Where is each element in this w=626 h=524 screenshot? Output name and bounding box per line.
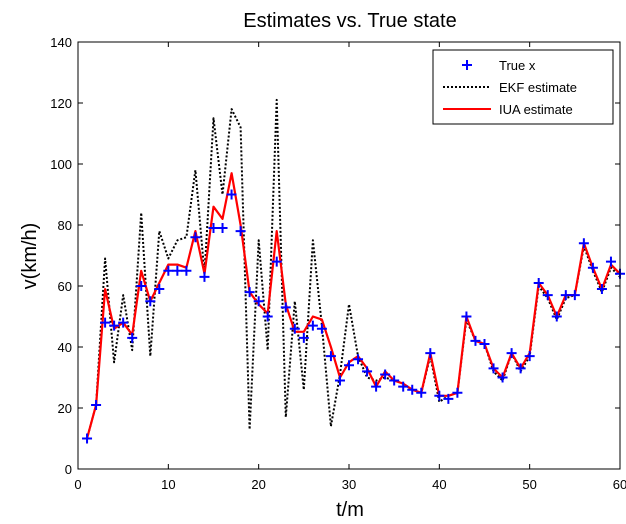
true-x-point-36 [398, 381, 409, 392]
x-axis-label: t/m [336, 499, 364, 521]
true-x-point-3 [100, 317, 111, 328]
legend: True x EKF estimate IUA estimate [432, 49, 614, 125]
y-tick-label-3: 60 [58, 279, 72, 294]
true-x-point-52 [542, 290, 553, 301]
x-tick-label-0: 0 [74, 477, 81, 492]
y-tick-label-1: 20 [58, 401, 72, 416]
y-tick-label-7: 140 [50, 35, 72, 50]
true-x-point-55 [569, 290, 580, 301]
true-x-point-18 [235, 226, 246, 237]
true-x-point-23 [280, 302, 291, 313]
true-x-point-31 [353, 354, 364, 365]
true-x-point-50 [524, 351, 535, 362]
true-x-point-41 [443, 393, 454, 404]
true-x-point-42 [452, 387, 463, 398]
true-x-point-21 [262, 311, 273, 322]
y-tick-label-0: 0 [65, 462, 72, 477]
true-x-point-5 [118, 317, 129, 328]
legend-label-iua-estimate: IUA estimate [499, 102, 573, 117]
true-x-point-14 [199, 271, 210, 282]
ticks-layer: 0 10 20 30 40 50 60 0 20 40 60 80 100 120 140 [50, 35, 626, 492]
x-tick-label-2: 20 [251, 477, 265, 492]
x-tick-label-1: 10 [161, 477, 175, 492]
true-x-point-48 [506, 348, 517, 359]
true-x-point-11 [172, 265, 183, 276]
true-x-point-29 [334, 375, 345, 386]
true-x-point-49 [515, 363, 526, 374]
y-axis-label: v(km/h) [19, 223, 41, 290]
true-x-point-9 [154, 284, 165, 295]
true-x-point-1 [82, 433, 93, 444]
true-x-point-16 [217, 223, 228, 234]
true-x-point-54 [560, 290, 571, 301]
legend-label-ekf-estimate: EKF estimate [499, 80, 577, 95]
true-x-point-35 [389, 375, 400, 386]
true-x-point-37 [407, 384, 418, 395]
true-x-point-53 [551, 311, 562, 322]
true-x-point-32 [362, 366, 373, 377]
true-x-point-12 [181, 265, 192, 276]
y-tick-label-5: 100 [50, 157, 72, 172]
chart-title: Estimates vs. True state [243, 10, 456, 32]
true-x-point-7 [136, 281, 147, 291]
true-x-point-28 [325, 351, 336, 362]
true-x-point-13 [190, 232, 201, 243]
legend-label-true-x: True x [499, 58, 536, 73]
x-tick-label-6: 60 [613, 477, 626, 492]
true-x-point-47 [497, 372, 508, 383]
x-tick-label-5: 50 [522, 477, 536, 492]
true-x-point-27 [316, 323, 327, 334]
true-x-point-25 [298, 332, 309, 343]
true-x-point-34 [380, 369, 391, 380]
true-x-point-38 [416, 387, 427, 398]
true-x-point-57 [587, 262, 598, 273]
true-x-point-17 [226, 189, 237, 200]
true-x-point-51 [533, 277, 544, 288]
true-x-point-2 [91, 399, 102, 410]
true-x-point-45 [479, 338, 490, 349]
true-x-point-43 [461, 311, 472, 322]
true-x-point-40 [434, 390, 445, 401]
true-x-point-44 [470, 335, 481, 346]
true-x-point-33 [371, 381, 382, 392]
true-x-point-39 [425, 348, 436, 359]
y-tick-label-4: 80 [58, 218, 72, 233]
x-tick-label-4: 40 [432, 477, 446, 492]
true-x-point-4 [109, 320, 120, 331]
true-x-point-24 [289, 323, 300, 334]
true-x-point-56 [578, 238, 589, 249]
legend-swatch-true-x [462, 60, 472, 70]
true-x-point-30 [344, 360, 354, 371]
true-x-point-8 [145, 296, 156, 307]
true-x-point-6 [127, 332, 138, 343]
y-tick-label-2: 40 [58, 340, 72, 355]
series-layer [82, 98, 625, 444]
true-x-point-22 [271, 256, 282, 267]
x-tick-label-3: 30 [342, 477, 356, 492]
true-x-point-46 [488, 363, 499, 374]
true-x-point-19 [244, 287, 255, 298]
true-x-point-59 [605, 256, 616, 267]
true-x-point-10 [163, 265, 174, 276]
true-x-point-20 [253, 296, 264, 307]
true-x-point-15 [208, 223, 219, 234]
true-x-point-58 [596, 284, 607, 295]
true-x-point-26 [307, 320, 318, 331]
y-tick-label-6: 120 [50, 96, 72, 111]
